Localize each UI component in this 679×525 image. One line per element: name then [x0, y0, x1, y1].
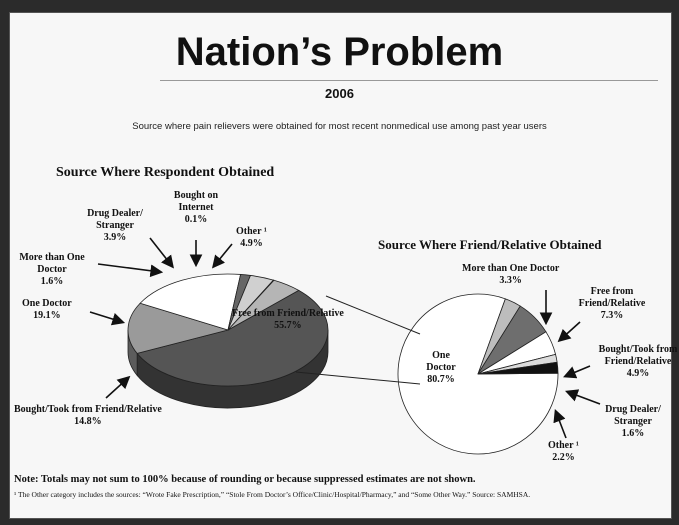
arrow-other — [211, 243, 233, 269]
connector-lines — [295, 295, 421, 385]
totals-note: Note: Totals may not sum to 100% because… — [14, 474, 476, 485]
left-slice-bought-took-from-friend-relative — [127, 302, 230, 354]
left-slice-free-from-friend-relative — [136, 289, 329, 387]
left-label-other: Other ¹ 4.9% — [236, 226, 267, 249]
left-slice-other — [227, 279, 300, 331]
left-pie-chart — [127, 273, 329, 409]
left-label-bought-took: Bought/Took from Friend/Relative 14.8% — [14, 404, 162, 427]
arrow-one-doctor — [89, 311, 126, 326]
left-label-one-doctor: One Doctor 19.1% — [22, 298, 72, 321]
right-pie-chart — [397, 293, 559, 455]
left-chart-title: Source Where Respondent Obtained — [56, 165, 275, 180]
left-label-bought-internet: Bought on Internet 0.1% — [173, 190, 219, 225]
title-rule — [160, 80, 658, 81]
right-chart-title: Source Where Friend/Relative Obtained — [378, 237, 602, 252]
right-label-more-than-one-doctor: More than One Doctor 3.3% — [462, 263, 560, 286]
subtitle: Source where pain relievers were obtaine… — [132, 121, 547, 132]
right-label-other: Other ¹ 2.2% — [548, 440, 579, 463]
arrow-right-other — [553, 409, 567, 439]
arrow-more-than-one-doctor — [97, 263, 164, 278]
left-label-drug-dealer: Drug Dealer/ Stranger 3.9% — [87, 208, 143, 243]
arrow-bought-took — [105, 375, 131, 399]
right-label-one-doctor: One Doctor 80.7% — [426, 350, 456, 385]
page-title: Nation’s Problem — [175, 30, 504, 74]
arrow-right-free-from-friend — [557, 321, 581, 343]
right-label-drug-dealer: Drug Dealer/ Stranger 1.6% — [605, 404, 661, 439]
slide — [9, 12, 672, 519]
connector-line-bottom — [295, 371, 421, 385]
right-slice-other — [477, 361, 559, 375]
connector-line-top — [325, 295, 421, 335]
right-label-bought-took: Bought/Took from Friend/Relative 4.9% — [598, 344, 678, 379]
arrow-right-drug-dealer — [565, 389, 601, 405]
left-label-free-from-friend: Free from Friend/Relative 55.7% — [232, 308, 344, 331]
year-label: 2006 — [325, 86, 354, 101]
right-label-free-from-friend: Free from Friend/Relative 7.3% — [578, 286, 646, 321]
left-slice-one-doctor — [139, 273, 242, 331]
left-label-more-than-one-doctor: More than One Doctor 1.6% — [19, 252, 85, 287]
arrow-right-bought-took — [563, 365, 591, 379]
footnote: ¹ The Other category includes the source… — [14, 490, 531, 499]
label-arrows — [89, 237, 601, 439]
arrow-drug-dealer — [149, 237, 174, 269]
